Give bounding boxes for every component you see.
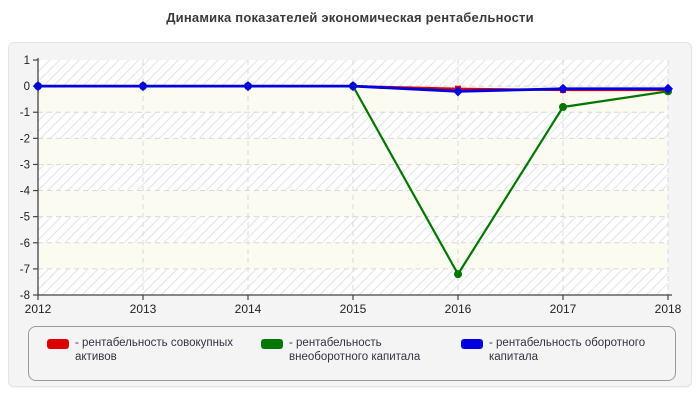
chart-legend: - рентабельность совокупных активов - ре…: [28, 326, 676, 381]
legend-item-working-capital: - рентабельность оборотного капитала: [461, 336, 667, 364]
legend-label: - рентабельность оборотного капитала: [489, 337, 646, 363]
legend-item-noncurrent-capital: - рентабельность внеоборотного капитала: [261, 336, 431, 364]
red-series-swatch-icon: [47, 339, 69, 349]
legend-label: - рентабельность внеоборотного капитала: [289, 337, 421, 363]
green-series-swatch-icon: [261, 339, 283, 349]
blue-series-swatch-icon: [461, 339, 483, 349]
chart-title: Динамика показателей экономическая рента…: [166, 10, 534, 25]
legend-item-total-assets: - рентабельность совокупных активов: [47, 336, 237, 364]
legend-label: - рентабельность совокупных активов: [75, 337, 233, 363]
